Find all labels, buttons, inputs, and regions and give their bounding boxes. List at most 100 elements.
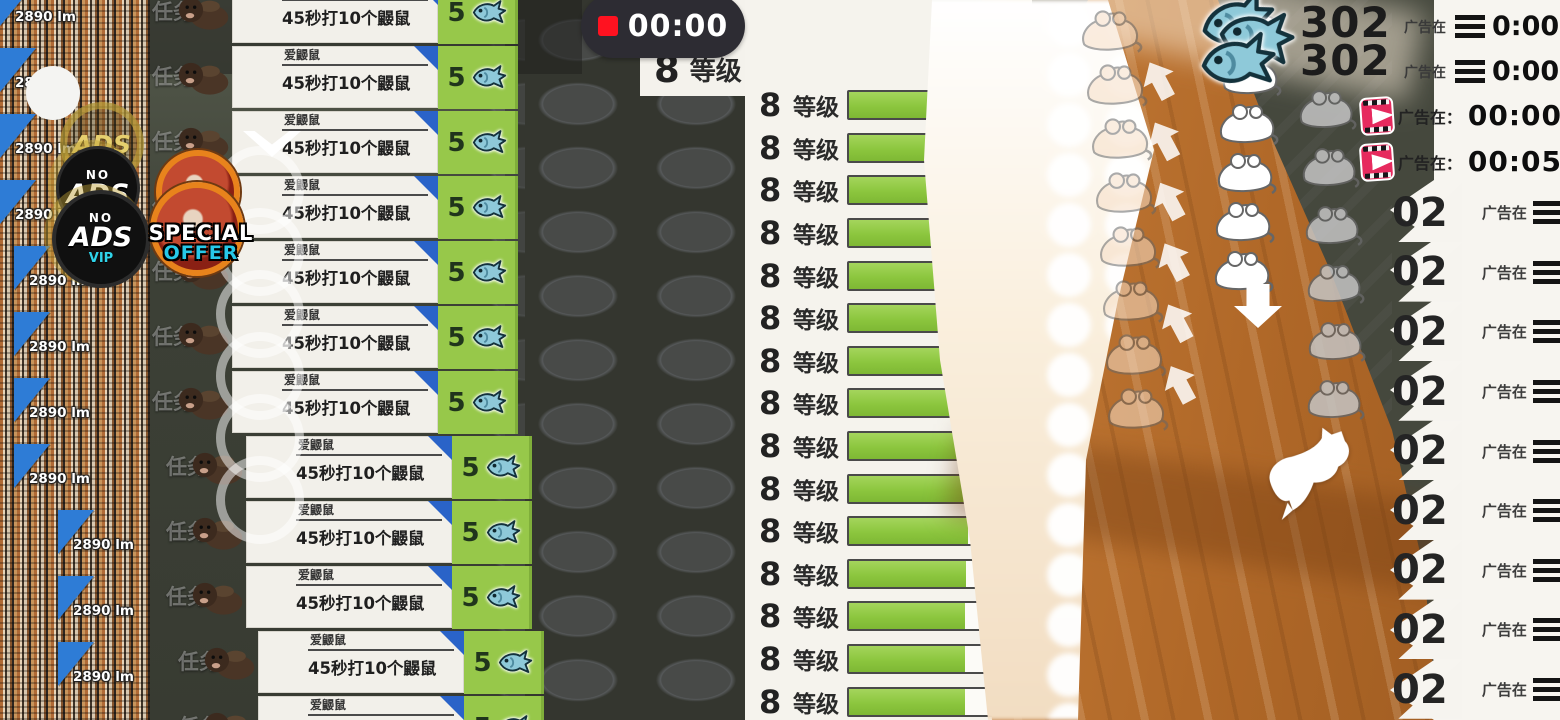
task-reward-cell[interactable]: 5 [464,631,544,694]
ad-label: 广告在 [1404,64,1446,81]
blue-corner-icon [414,241,438,265]
menu-icon[interactable] [1455,15,1485,38]
ad-timer-row: 广告在： 00:00 [1360,94,1560,137]
task-title: 45秒打10个鼹鼠 [282,139,411,158]
task-divider [282,64,428,66]
level-progress-fill [849,433,968,460]
white-circle-marker [26,66,80,120]
task-row[interactable]: 任务： 爱鼹鼠 45秒打10个鼹鼠 5 [164,435,564,500]
task-title: 45秒打10个鼹鼠 [282,269,411,288]
level-label: 等级 [793,649,839,676]
fish-count-ghost: 302 [1300,36,1391,85]
distance-label: 2890 lm [73,603,134,619]
task-reward-cell[interactable]: 5 [438,111,518,174]
task-row[interactable]: 任务： 爱鼹鼠 45秒打10个鼹鼠 5 [164,565,564,630]
task-row[interactable]: 任务： 爱鼹鼠 45秒打10个鼹鼠 5 [176,695,576,720]
level-row: 8 等级 [747,638,1013,681]
blue-corner-icon [414,306,438,330]
no-ads-vip-vip-label: VIP [88,250,114,266]
cat-silhouette-icon [1250,417,1366,527]
task-reward-cell[interactable]: 5 [464,696,544,720]
ghost-ad-label: 广告在 [1481,502,1527,521]
menu-icon [1533,439,1560,463]
task-reward-cell[interactable]: 5 [438,306,518,369]
gray-mouse-icon [1296,86,1358,133]
fish-reward-icon [472,325,506,348]
fish-reward-icon [472,65,506,88]
task-list: 任务： 爱鼹鼠 45秒打10个鼹鼠 5 任务： 爱鼹鼠 45秒打 [150,0,550,720]
task-reward-cell[interactable]: 5 [452,436,532,499]
task-reward-cell[interactable]: 5 [438,46,518,109]
task-row[interactable]: 任务： 爱鼹鼠 45秒打10个鼹鼠 5 [176,630,576,695]
distance-flag-row: 2890 lm [0,0,240,48]
task-row[interactable]: 任务： 爱鼹鼠 45秒打10个鼹鼠 5 [150,305,550,370]
mole-icon [176,53,232,97]
task-reward-cell[interactable]: 5 [452,566,532,629]
level-row: 8 等级 [747,595,1013,638]
screen-record-pill[interactable]: 00:00 [581,0,745,58]
ghost-ring-icon [216,456,304,544]
blue-pennant-icon [14,312,50,356]
hud-ghost-row: 02 广告在 [1392,361,1560,422]
blue-corner-icon [414,176,438,200]
level-number: 8 [759,469,782,508]
reward-amount: 5 [447,322,466,353]
task-title: 45秒打10个鼹鼠 [282,74,411,93]
level-label: 等级 [793,478,839,505]
task-title: 45秒打10个鼹鼠 [282,399,411,418]
level-number: 8 [759,299,782,338]
gray-mouse-trail [1296,86,1366,423]
task-row[interactable]: 任务： 爱鼹鼠 45秒打10个鼹鼠 5 [150,45,550,110]
fish-reward-icon [486,585,520,608]
coin-medal-column [505,0,747,720]
blue-corner-icon [440,696,464,720]
video-ad-icon[interactable] [1360,97,1394,134]
task-divider [282,129,428,131]
ghost-ad-label: 广告在 [1481,263,1527,282]
level-number: 8 [759,128,782,167]
task-title: 45秒打10个鼹鼠 [296,529,425,548]
arrow-trail [1142,60,1176,415]
level-label: 等级 [793,308,839,335]
ghost-count: 02 [1392,428,1448,475]
fish-reward-icon [472,390,506,413]
level-number: 8 [759,171,782,210]
special-offer-button[interactable]: SPECIAL OFFER [146,150,256,285]
fish-reward-icon [498,715,532,720]
task-panel: 爱鼹鼠 45秒打10个鼹鼠 [232,46,438,108]
fish-reward-icon [486,455,520,478]
task-reward-cell[interactable]: 5 [438,0,518,44]
reward-amount: 5 [461,452,480,483]
no-ads-vip-button[interactable]: NO ADS VIP [52,190,150,288]
task-panel: 爱鼹鼠 45秒打10个鼹鼠 [258,696,464,720]
record-stop-icon [597,16,618,36]
ghost-count: 02 [1392,547,1448,594]
task-divider [296,519,442,521]
fish-reward-icon [472,195,506,218]
ghost-mouse-icon [1083,60,1149,110]
ad-timer: 0:00 [1492,11,1560,42]
task-reward-cell[interactable]: 5 [438,176,518,239]
hud-ghost-rows: 02 广告在 02 广告在 02 广告在 02 广告在 02 广告在 02 广 [1392,183,1560,719]
task-subtitle: 爱鼹鼠 [310,633,347,647]
level-number: 8 [759,256,782,295]
menu-icon [1533,499,1560,523]
task-reward-cell[interactable]: 5 [452,501,532,564]
reward-amount: 5 [447,0,466,28]
film-strip-icon [1362,98,1390,106]
video-ad-icon[interactable] [1360,143,1393,180]
play-icon [1371,106,1394,123]
reward-amount: 5 [473,647,492,678]
mole-icon [202,703,258,720]
menu-icon[interactable] [1455,60,1485,83]
ad-in-label: 广告在： [1397,107,1462,127]
ghost-ad-label: 广告在 [1481,383,1527,402]
special-offer-meat-icon [150,182,244,276]
task-reward-cell[interactable]: 5 [438,371,518,434]
fish-currency-icon [1193,0,1303,100]
task-row[interactable]: 任务： 爱鼹鼠 45秒打10个鼹鼠 5 [150,370,550,435]
task-reward-cell[interactable]: 5 [438,241,518,304]
menu-icon [1533,678,1560,702]
task-row[interactable]: 任务： 爱鼹鼠 45秒打10个鼹鼠 5 [150,0,550,45]
